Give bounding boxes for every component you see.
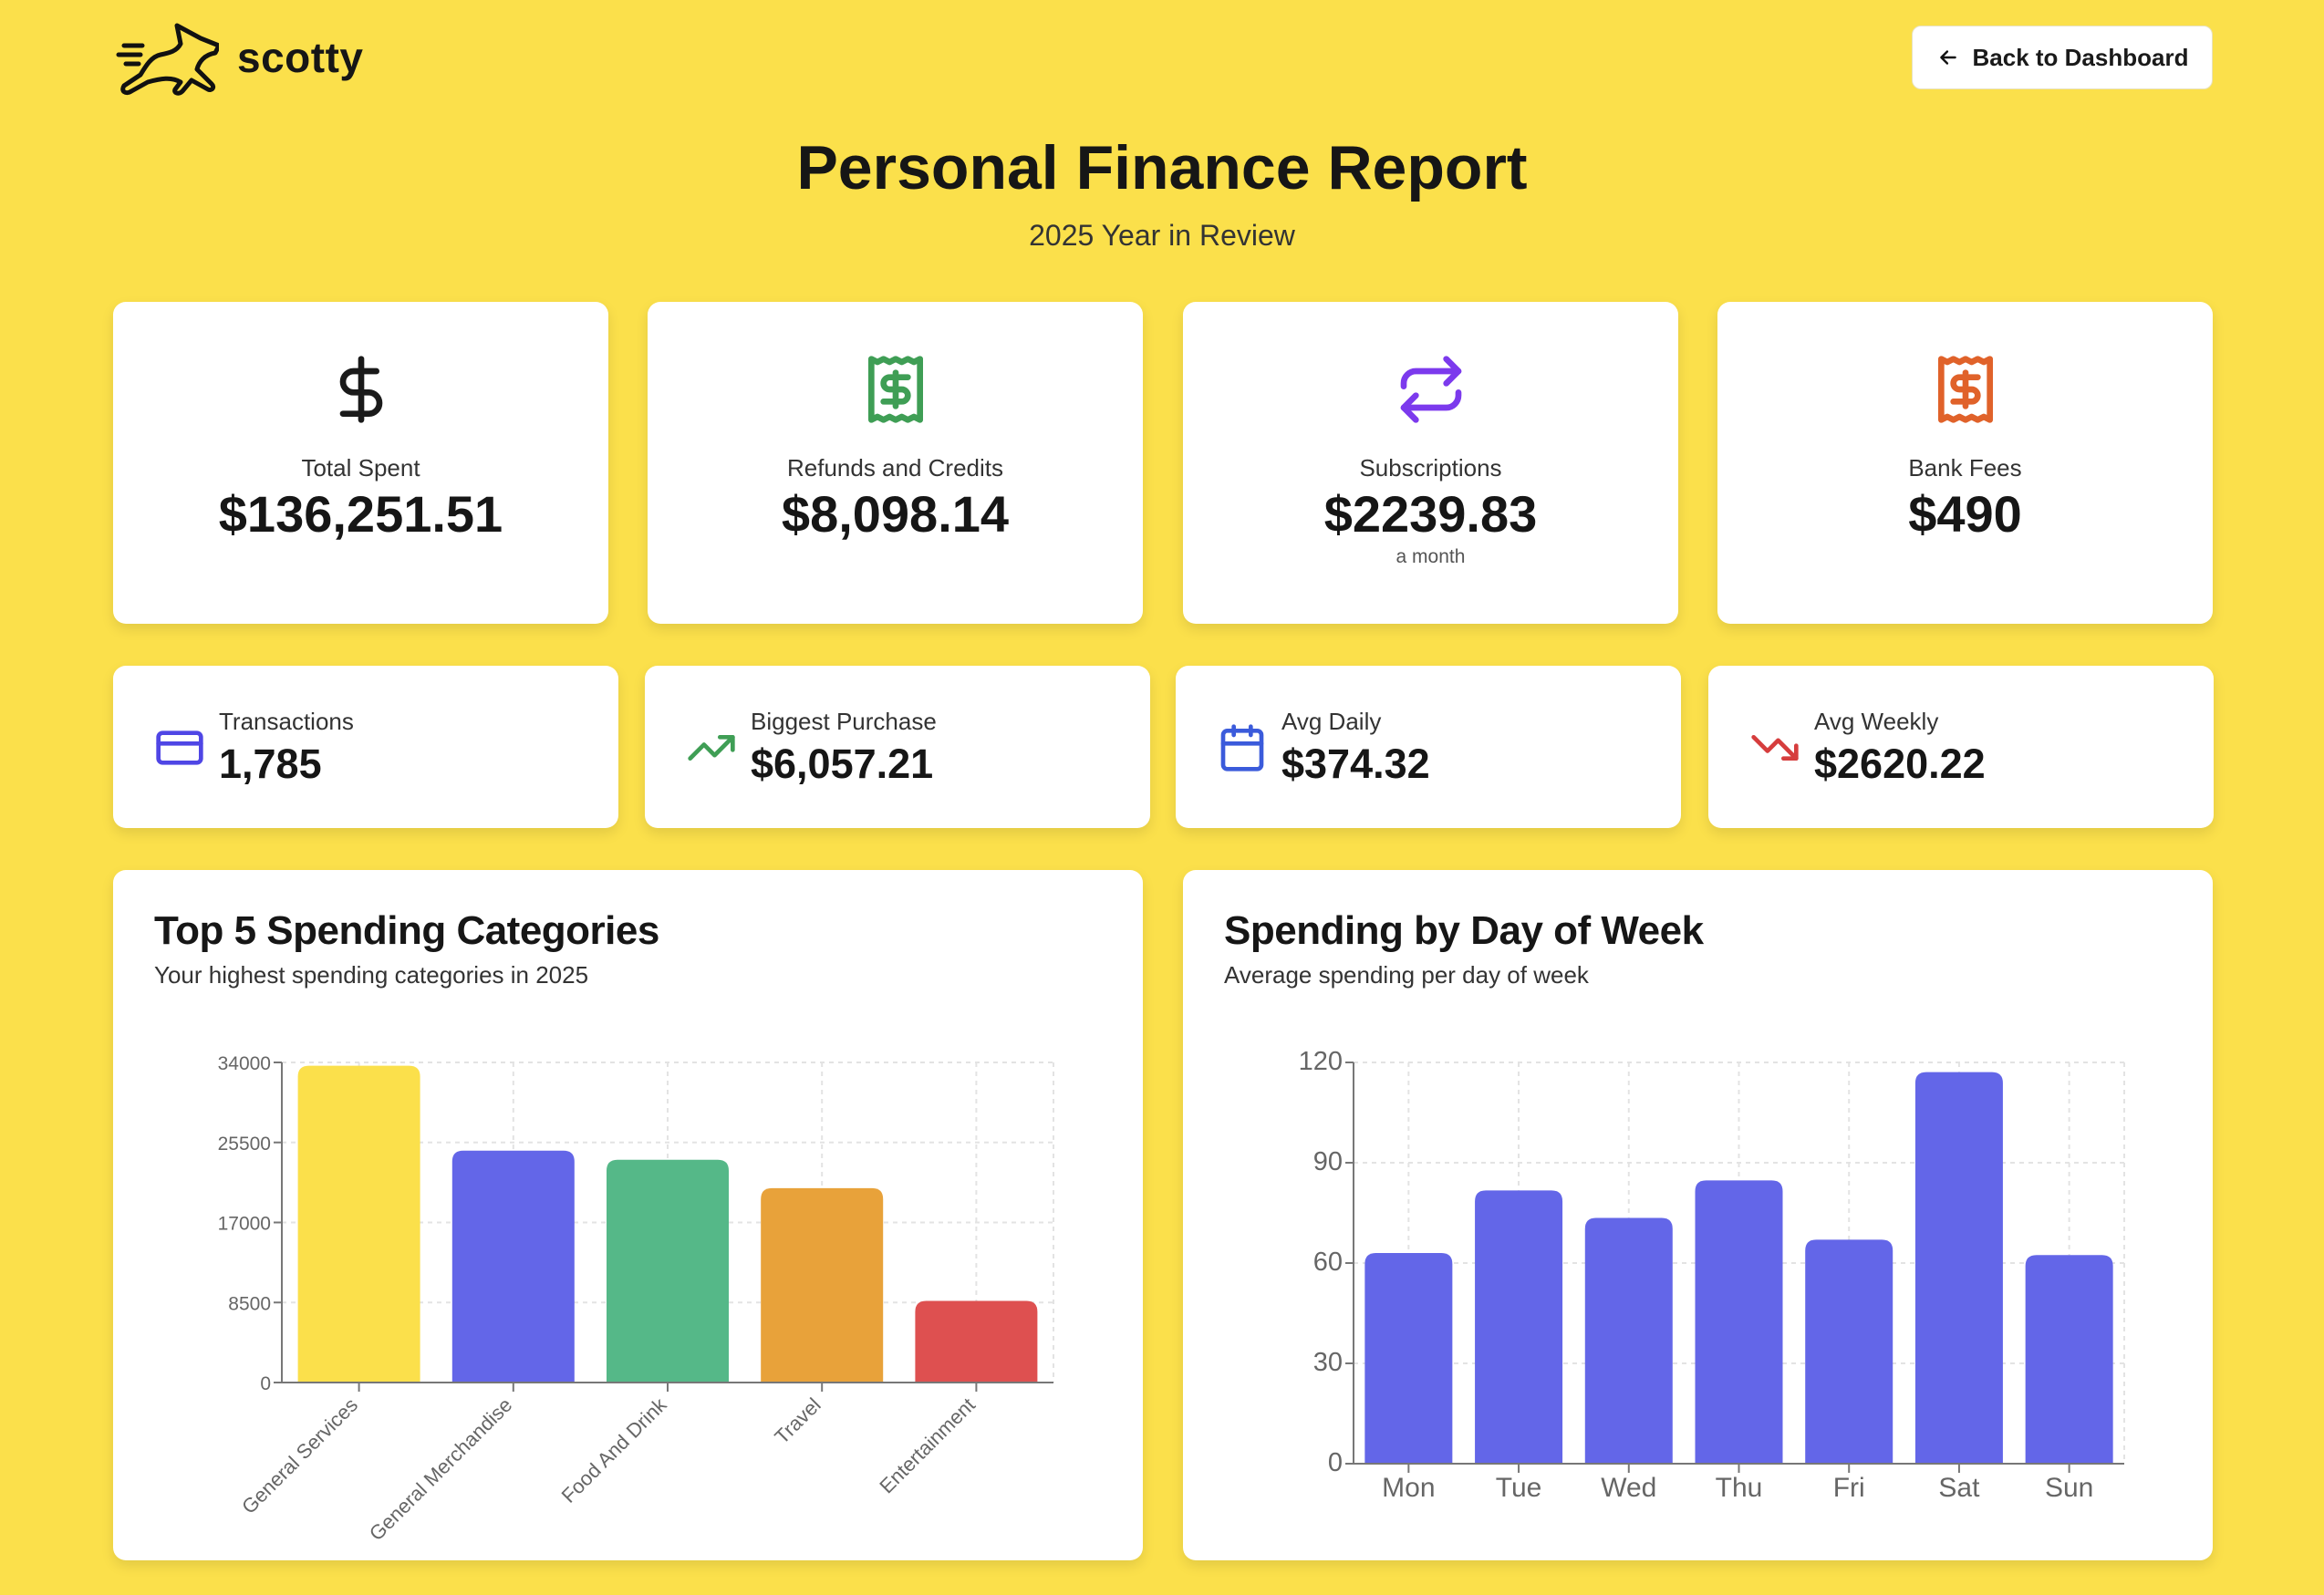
chart-subtitle: Your highest spending categories in 2025 [154,961,589,989]
repeat-icon [1400,356,1461,423]
receipt-icon [867,356,923,423]
stat-label: Refunds and Credits [786,454,1004,482]
stat-card-refunds: Refunds and Credits $8,098.14 [648,302,1143,624]
metric-card-avg-weekly: Avg Weekly $2620.22 [1708,666,2214,828]
chart-subtitle: Average spending per day of week [1224,961,1589,989]
brand-logo[interactable]: scotty [113,18,363,97]
metric-value: $6,057.21 [751,741,934,787]
top-categories-chart-card: Top 5 Spending Categories Your highest s… [113,870,1143,1560]
dollar-icon [339,356,382,423]
brand-name: scotty [237,34,364,81]
bar-mon [1364,1253,1453,1464]
metric-card-biggest-purchase: Biggest Purchase $6,057.21 [645,666,1150,828]
y-tick-label: 0 [260,1373,271,1394]
metric-value: 1,785 [219,741,322,787]
credit-card-icon [156,730,203,765]
x-tick-label: Fri [1833,1473,1865,1503]
stat-value: $490 [1908,485,2022,543]
x-tick-label: Tue [1496,1473,1542,1503]
bar-sun [2025,1255,2113,1464]
metric-label: Transactions [219,708,354,735]
bar-food-and-drink [607,1159,729,1383]
chart-title: Top 5 Spending Categories [154,908,659,953]
x-tick-label: Thu [1716,1473,1763,1503]
stat-value: $8,098.14 [781,485,1010,543]
y-tick-label: 34000 [218,1053,271,1074]
metric-card-avg-daily: Avg Daily $374.32 [1176,666,1681,828]
bar-sat [1914,1072,2003,1464]
metric-label: Biggest Purchase [751,708,937,735]
x-tick-label: Food And Drink [557,1393,672,1507]
y-tick-label: 17000 [218,1214,271,1235]
y-tick-label: 30 [1313,1348,1343,1377]
stat-card-total-spent: Total Spent $136,251.51 [113,302,608,624]
stat-label: Bank Fees [1908,454,2022,482]
stat-note: a month [1395,546,1466,567]
x-tick-label: Travel [770,1393,825,1448]
y-tick-label: 8500 [228,1293,271,1314]
back-label: Back to Dashboard [1972,43,2189,71]
stat-value: $136,251.51 [218,485,503,543]
trending-up-icon [688,735,735,761]
stat-label: Subscriptions [1359,454,1502,482]
bar-general-services [297,1065,420,1383]
bar-general-merchandise [451,1150,575,1383]
x-tick-label: General Merchandise [365,1393,516,1545]
stat-card-subscriptions: Subscriptions $2239.83 a month [1183,302,1678,624]
metric-value: $374.32 [1281,741,1430,787]
x-tick-label: Entertainment [875,1393,980,1498]
stat-value: $2239.83 [1323,485,1538,543]
bar-fri [1805,1239,1893,1464]
metric-card-transactions: Transactions 1,785 [113,666,618,828]
back-to-dashboard-button[interactable]: Back to Dashboard [1912,26,2213,89]
y-tick-label: 90 [1313,1147,1343,1176]
stat-card-bank-fees: Bank Fees $490 [1717,302,2213,624]
chart-title: Spending by Day of Week [1224,908,1704,953]
x-tick-label: Mon [1382,1473,1435,1503]
y-tick-label: 60 [1313,1248,1343,1277]
metric-value: $2620.22 [1814,741,1986,787]
bar-tue [1475,1190,1563,1464]
metric-label: Avg Weekly [1814,708,1939,735]
page-title: Personal Finance Report [796,133,1528,202]
metric-label: Avg Daily [1281,708,1382,735]
bar-thu [1695,1180,1783,1464]
x-tick-label: Sat [1938,1473,1980,1503]
day-of-week-bar-chart: 0 30 60 90 120 Mon Tue Wed Thu Fri Sat Sun [1299,1047,2125,1503]
trending-down-icon [1751,735,1799,761]
y-tick-label: 0 [1328,1448,1343,1477]
bar-entertainment [915,1300,1038,1383]
bar-wed [1584,1217,1673,1464]
top-categories-bar-chart: 0 8500 17000 25500 34000 General Services Gene… [218,1053,1054,1545]
y-tick-label: 25500 [218,1134,271,1155]
x-tick-label: General Services [237,1393,362,1518]
bar-travel [761,1187,884,1383]
dog-logo-icon [116,23,219,96]
x-tick-label: Sun [2045,1473,2093,1503]
day-of-week-chart-card: Spending by Day of Week Average spending… [1183,870,2213,1560]
stat-label: Total Spent [301,454,420,482]
receipt-icon [1937,356,1993,423]
x-tick-label: Wed [1601,1473,1656,1503]
page-subtitle: 2025 Year in Review [1029,219,1295,252]
y-tick-label: 120 [1299,1047,1343,1076]
arrow-left-icon [1939,50,1956,65]
calendar-icon [1220,724,1264,772]
